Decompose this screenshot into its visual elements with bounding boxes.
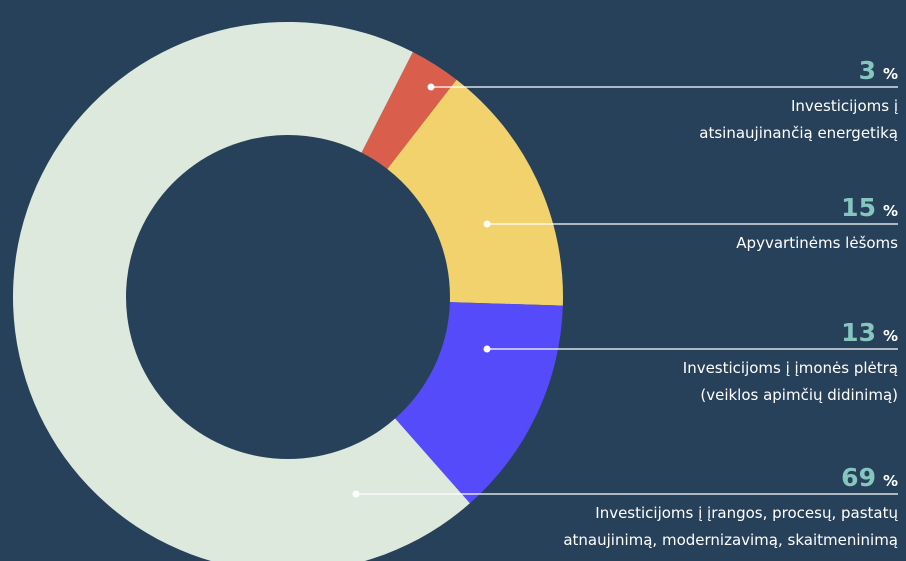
value-label: 69%	[841, 463, 898, 492]
donut-segment	[395, 302, 563, 504]
leader-dot	[427, 83, 435, 91]
value-label: 13%	[841, 318, 898, 347]
value-number: 13	[841, 318, 876, 347]
category-label: Investicijoms į įmonės plėtrą	[683, 359, 898, 377]
donut-segment	[361, 51, 457, 169]
donut-segment	[387, 79, 563, 306]
category-label: Apyvartinėms lėšoms	[736, 234, 898, 252]
donut-segment	[13, 22, 470, 561]
value-number: 3	[859, 56, 876, 85]
value-unit: %	[883, 472, 898, 490]
value-label: 15%	[841, 193, 898, 222]
leader-dot	[483, 220, 491, 228]
value-unit: %	[883, 327, 898, 345]
category-label: Investicijoms į	[791, 97, 898, 115]
value-unit: %	[883, 202, 898, 220]
category-label: atsinaujinančią energetiką	[699, 124, 898, 142]
category-label: (veiklos apimčių didinimą)	[700, 386, 898, 404]
leader-dot	[352, 490, 360, 498]
leader-dot	[483, 345, 491, 353]
value-number: 15	[841, 193, 876, 222]
value-unit: %	[883, 65, 898, 83]
category-label: Investicijoms į įrangos, procesų, pastat…	[595, 504, 898, 522]
value-number: 69	[841, 463, 876, 492]
category-label: atnaujinimą, modernizavimą, skaitmeninim…	[563, 531, 898, 549]
value-label: 3%	[859, 56, 898, 85]
